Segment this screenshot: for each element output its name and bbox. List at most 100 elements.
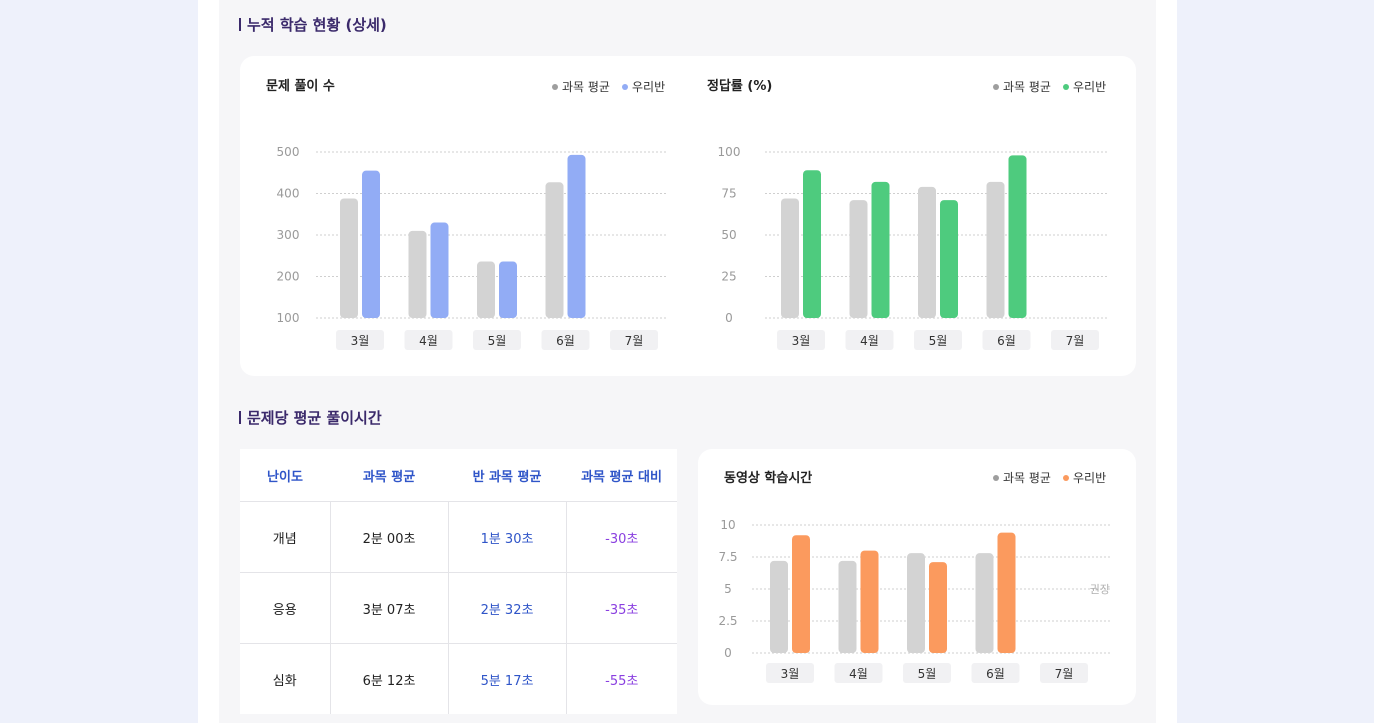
table-header-row: 난이도 과목 평균 반 과목 평균 과목 평균 대비 [240,449,677,502]
bar-our-class [430,222,449,318]
cell-difficulty: 심화 [240,643,330,714]
x-category-pill [1040,663,1088,683]
cell-diff: -35초 [565,572,677,644]
y-tick-label: 400 [277,187,300,201]
legend-dot-gray [552,83,558,90]
table-row: 개념 2분 00초 1분 30초 -30초 [240,501,677,573]
legend-item-subject-avg: 과목 평균 [993,78,1051,95]
x-category-label: 6월 [986,667,1005,681]
section-title-cumulative: 누적 학습 현황 (상세) [239,14,387,35]
legend-video: 과목 평균 우리반 [993,469,1106,486]
bar-subject-avg [545,182,564,318]
y-tick-label: 25 [721,270,736,284]
bar-subject-avg [477,261,495,318]
bar-our-class [803,170,821,318]
bar-subject-avg [781,198,799,318]
legend-item-subject-avg: 과목 평균 [552,78,610,95]
table-row: 응용 3분 07초 2분 32초 -35초 [240,572,677,644]
legend-label: 과목 평균 [1003,471,1051,485]
cell-diff: -30초 [565,501,677,573]
legend-label: 과목 평균 [1003,80,1051,94]
y-tick-label: 7.5 [718,550,737,564]
bar-subject-avg [408,230,427,318]
y-tick-label: 2.5 [718,614,737,628]
section-title-avg-time-text: 문제당 평균 풀이시간 [247,409,382,427]
x-category-pill [1051,330,1099,350]
x-category-pill [766,663,814,683]
legend-label: 우리반 [1072,80,1107,94]
cell-class-avg: 5분 17초 [447,643,566,714]
video-bar-chart: 10 7.5 5 2.5 0 권장 3월 4월 5월 6월 7월 [718,518,1110,683]
legend-dot-green [1062,83,1069,90]
reference-line-label: 권장 [1090,583,1110,596]
x-category-pill [610,330,658,350]
title-bar-mark [239,18,241,31]
x-category-pill [541,330,590,350]
legend-item-our-class: 우리반 [621,78,666,95]
legend-item-our-class: 우리반 [1062,469,1106,486]
chart-title-video: 동영상 학습시간 [724,471,813,486]
bar-our-class [860,550,879,653]
legend-accuracy: 과목 평균 우리반 [993,78,1106,95]
y-tick-label: 0 [724,646,732,660]
x-category-pill [971,663,1020,683]
legend-item-subject-avg: 과목 평균 [993,469,1051,486]
legend-dot-blue [621,83,628,90]
chart-title-accuracy: 정답률 (%) [707,79,773,94]
x-category-pill [777,330,825,350]
y-tick-label: 100 [718,145,741,159]
y-tick-label: 10 [720,518,735,532]
header-vs-subject-avg: 과목 평균 대비 [566,449,677,502]
cell-subject-avg: 6분 12초 [329,643,448,714]
cell-subject-avg: 3분 07초 [329,572,448,644]
header-difficulty: 난이도 [240,449,330,502]
bar-our-class [1008,155,1027,318]
y-tick-label: 5 [724,582,732,596]
x-category-pill [834,663,883,683]
x-category-label: 6월 [997,334,1016,348]
bar-our-class [362,170,380,318]
bar-subject-avg [838,560,857,653]
cell-subject-avg: 2분 00초 [329,501,448,573]
cell-class-avg: 2분 32초 [447,572,566,644]
bar-subject-avg [986,181,1005,318]
bar-our-class [997,532,1016,653]
legend-dot-gray [993,474,999,481]
title-bar-mark [239,411,241,424]
solved-bar-chart: 500 400 300 200 100 3월 4월 5월 6월 7월 [277,145,668,350]
x-category-label: 5월 [918,667,937,681]
y-tick-label: 300 [277,228,300,242]
bar-our-class [929,562,947,653]
section-title-avg-time: 문제당 평균 풀이시간 [239,407,382,428]
x-category-pill [914,330,962,350]
header-class-subject-avg: 반 과목 평균 [448,449,566,502]
bar-subject-avg [849,200,868,318]
bar-subject-avg [340,198,358,318]
x-category-label: 7월 [1055,667,1074,681]
x-category-pill [903,663,951,683]
legend-solved: 과목 평균 우리반 [552,78,665,95]
x-category-label: 4월 [419,334,438,348]
x-category-label: 3월 [792,334,811,348]
x-category-label: 5월 [488,334,507,348]
bar-subject-avg [918,186,936,318]
chart-title-solved: 문제 풀이 수 [266,79,335,94]
bar-subject-avg [770,560,788,653]
cell-difficulty: 개념 [240,501,330,573]
x-category-label: 5월 [929,334,948,348]
cell-diff: -55초 [565,643,677,714]
bar-subject-avg [907,553,925,653]
x-category-label: 6월 [556,334,575,348]
bar-our-class [567,154,586,318]
x-category-pill [404,330,453,350]
bar-our-class [871,181,890,318]
x-category-label: 3월 [781,667,800,681]
x-category-label: 4월 [849,667,868,681]
x-category-label: 3월 [351,334,370,348]
legend-label: 우리반 [631,80,666,94]
x-category-label: 7월 [625,334,644,348]
bar-subject-avg [975,553,994,653]
x-category-pill [845,330,894,350]
x-category-label: 4월 [860,334,879,348]
x-category-label: 7월 [1066,334,1085,348]
